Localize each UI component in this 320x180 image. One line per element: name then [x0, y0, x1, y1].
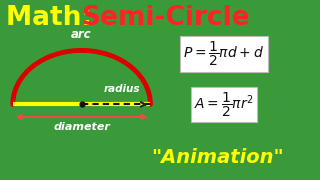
Text: diameter: diameter	[53, 122, 110, 132]
Text: $P = \dfrac{1}{2}\pi d + d$: $P = \dfrac{1}{2}\pi d + d$	[183, 40, 265, 68]
Text: radius: radius	[104, 84, 140, 95]
Text: Semi-Circle: Semi-Circle	[82, 5, 250, 31]
Text: Math:: Math:	[6, 5, 101, 31]
Text: $A = \dfrac{1}{2}\pi r^2$: $A = \dfrac{1}{2}\pi r^2$	[194, 90, 254, 119]
Text: "Animation": "Animation"	[151, 148, 284, 167]
Text: arc: arc	[71, 28, 92, 41]
